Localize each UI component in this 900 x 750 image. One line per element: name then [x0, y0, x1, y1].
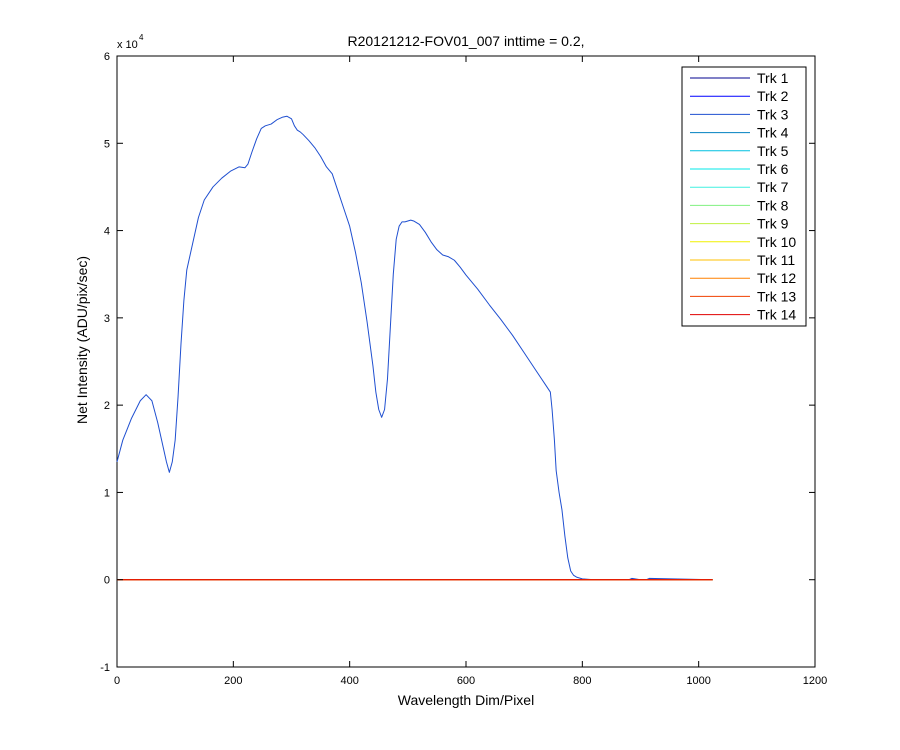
y-axis-label: Net Intensity (ADU/pix/sec): [74, 256, 90, 424]
series-layer: [116, 115, 713, 581]
x-tick-label: 600: [457, 675, 475, 687]
chart-title: R20121212-FOV01_007 inttime = 0.2,: [348, 33, 585, 49]
ticks-layer: [116, 55, 816, 668]
y-tick-label: 4: [104, 226, 110, 238]
legend-item: Trk 4: [690, 125, 789, 141]
legend-item: Trk 8: [690, 197, 789, 213]
legend-label: Trk 5: [757, 143, 789, 159]
y-tick-label: 1: [104, 487, 110, 499]
series-line-trk-3: [116, 115, 713, 581]
legend-label: Trk 7: [757, 179, 789, 195]
y-tick-label: 3: [104, 313, 110, 325]
y-multiplier-exponent: 4: [139, 33, 144, 42]
legend-label: Trk 1: [757, 70, 789, 86]
legend-items: Trk 1 Trk 2 Trk 3 Trk 4 Trk 5 Trk 6 Trk 7 Trk 8…: [690, 70, 796, 323]
legend-item: Trk 11: [690, 252, 795, 268]
legend-item: Trk 14: [690, 307, 796, 323]
x-tick-label: 400: [340, 675, 358, 687]
legend-box: [681, 66, 807, 327]
legend-item: Trk 12: [690, 270, 796, 286]
legend-item: Trk 3: [690, 106, 789, 122]
legend-label: Trk 8: [757, 197, 789, 213]
legend-item: Trk 7: [690, 179, 789, 195]
y-tick-label: 2: [104, 400, 110, 412]
legend: Trk 1 Trk 2 Trk 3 Trk 4 Trk 5 Trk 6 Trk 7 Trk 8…: [681, 66, 807, 327]
legend-label: Trk 11: [757, 252, 795, 268]
x-axis-label: Wavelength Dim/Pixel: [398, 692, 534, 708]
legend-item: Trk 6: [690, 161, 789, 177]
x-tick-label: 200: [224, 675, 242, 687]
y-tick-label: 5: [104, 138, 110, 150]
legend-label: Trk 9: [757, 216, 789, 232]
legend-item: Trk 10: [690, 234, 796, 250]
legend-label: Trk 2: [757, 88, 789, 104]
y-tick-label: 6: [104, 51, 110, 63]
x-tick-label: 1200: [803, 675, 827, 687]
x-tick-label: 800: [573, 675, 591, 687]
y-tick-label: -1: [100, 662, 110, 674]
legend-item: Trk 1: [690, 70, 789, 86]
tick-labels-layer: 0 200 400 600 800 1000 1200 -1 0 1 2 3 4 5 6: [100, 51, 827, 687]
legend-label: Trk 12: [757, 270, 796, 286]
legend-label: Trk 4: [757, 125, 789, 141]
legend-item: Trk 13: [690, 288, 796, 304]
legend-label: Trk 3: [757, 106, 789, 122]
legend-item: Trk 5: [690, 143, 789, 159]
x-tick-label: 0: [114, 675, 120, 687]
legend-label: Trk 14: [757, 307, 796, 323]
y-multiplier-label: x 10: [117, 39, 138, 51]
legend-label: Trk 13: [757, 288, 796, 304]
legend-item: Trk 9: [690, 216, 789, 232]
x-tick-label: 1000: [686, 675, 710, 687]
y-tick-label: 0: [104, 575, 110, 587]
legend-label: Trk 10: [757, 234, 796, 250]
legend-label: Trk 6: [757, 161, 789, 177]
legend-item: Trk 2: [690, 88, 789, 104]
